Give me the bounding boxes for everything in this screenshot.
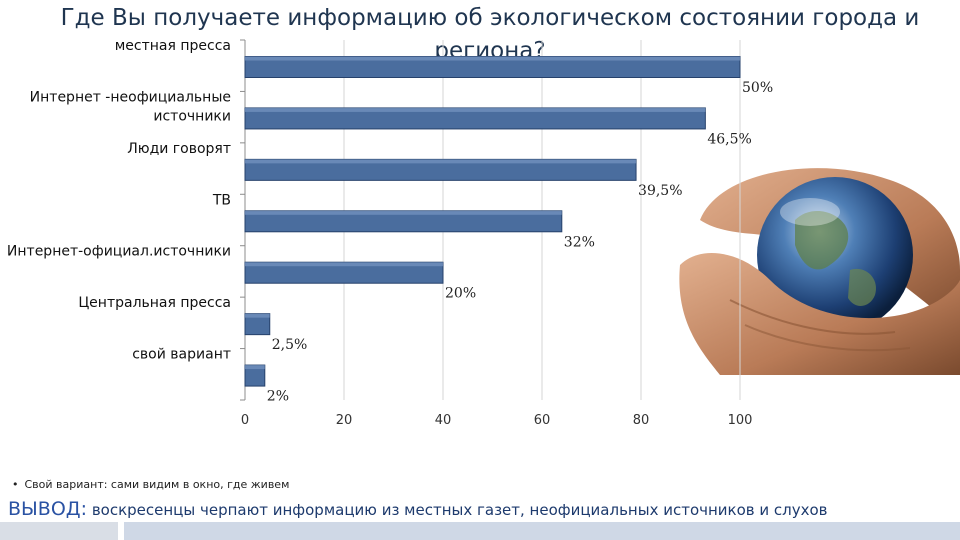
data-label: 50% xyxy=(742,80,773,96)
bar-highlight xyxy=(245,262,443,267)
category-label: Центральная пресса xyxy=(78,295,231,311)
bar-highlight xyxy=(245,313,270,318)
category-label: свой вариант xyxy=(132,347,231,363)
data-label: 32% xyxy=(564,234,595,250)
data-label: 39,5% xyxy=(638,183,682,199)
bullet-icon: • xyxy=(12,478,19,491)
x-tick-label: 80 xyxy=(633,413,650,428)
bar-highlight xyxy=(245,210,562,215)
data-label: 2% xyxy=(267,389,289,405)
bar-highlight xyxy=(245,159,637,164)
category-label: Интернет -неофициальные xyxy=(30,89,231,105)
chart-title: Где Вы получаете информацию об экологиче… xyxy=(60,5,920,64)
x-tick-label: 60 xyxy=(534,413,551,428)
x-tick-label: 0 xyxy=(241,413,249,428)
category-label: источники xyxy=(153,108,231,124)
data-label: 20% xyxy=(445,286,476,302)
category-label: Интернет-официал.источники xyxy=(7,244,231,260)
bar-highlight xyxy=(245,365,265,370)
hands-holding-globe-image xyxy=(660,150,960,375)
data-label: 2,5% xyxy=(272,337,308,353)
conclusion-text: воскресенцы черпают информацию из местны… xyxy=(91,501,828,519)
category-label: Люди говорят xyxy=(127,141,231,157)
bar-highlight xyxy=(245,107,706,112)
x-tick-label: 40 xyxy=(435,413,452,428)
category-label: местная пресса xyxy=(115,38,231,54)
conclusion-label: ВЫВОД: xyxy=(8,498,88,520)
category-label: ТВ xyxy=(212,192,231,208)
bottom-bar-right-segment xyxy=(124,522,960,540)
bar-highlight xyxy=(245,56,740,61)
footnote-text: Свой вариант: сами видим в окно, где жив… xyxy=(24,478,290,491)
conclusion: ВЫВОД: воскресенцы черпают информацию из… xyxy=(8,498,828,520)
data-label: 46,5% xyxy=(707,131,751,147)
footnote: • Свой вариант: сами видим в окно, где жи… xyxy=(12,478,289,491)
x-tick-label: 100 xyxy=(728,413,753,428)
x-tick-label: 20 xyxy=(336,413,353,428)
bottom-bar xyxy=(0,522,960,540)
bottom-bar-left-segment xyxy=(0,522,118,540)
